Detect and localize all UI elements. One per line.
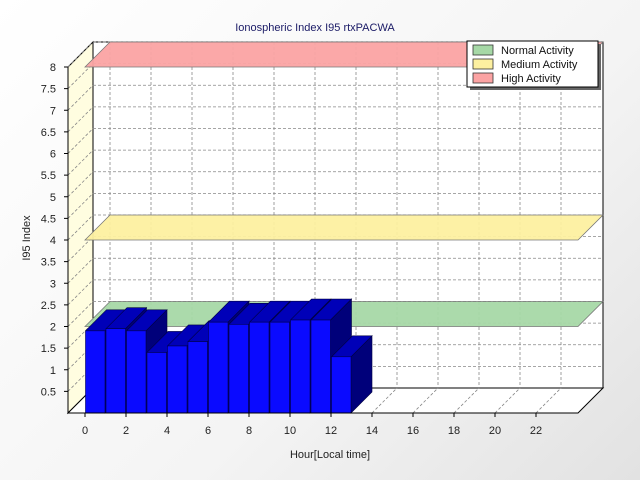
bar xyxy=(249,321,270,414)
y-tick-label: 6.5 xyxy=(41,127,56,139)
legend-swatch xyxy=(472,58,494,70)
bar xyxy=(146,352,167,414)
x-gridline-floor xyxy=(412,387,439,414)
x-tick-label: 6 xyxy=(205,425,211,437)
y-tick-label: 7.5 xyxy=(41,84,56,96)
bar xyxy=(228,324,249,414)
y-tick-label: 5 xyxy=(50,192,56,204)
bar xyxy=(310,319,331,414)
x-gridline-floor xyxy=(494,387,521,414)
bar xyxy=(290,319,311,414)
y-gridline-side xyxy=(67,149,94,176)
y-tick-label: 2 xyxy=(50,322,56,334)
y-gridline-side xyxy=(67,322,94,349)
x-axis-label: Hour[Local time] xyxy=(290,449,370,461)
y-gridline-side xyxy=(67,193,94,219)
y-gridline-side xyxy=(67,344,94,371)
y-axis-label: I95 Index xyxy=(21,215,33,261)
bar xyxy=(126,330,147,414)
legend-entry: Normal Activity xyxy=(501,45,574,57)
x-tick-label: 16 xyxy=(407,425,419,437)
y-tick-label: 6 xyxy=(50,149,56,161)
y-gridline-side xyxy=(67,171,94,198)
y-tick-label: 8 xyxy=(50,62,56,74)
bar xyxy=(208,321,229,414)
bar xyxy=(85,330,106,414)
x-tick-label: 8 xyxy=(246,425,252,437)
legend: Normal Activity Medium Activity High Activ… xyxy=(466,40,601,90)
bar xyxy=(269,321,290,414)
legend-entry: High Activity xyxy=(501,73,561,85)
legend-entry: Medium Activity xyxy=(501,59,578,71)
y-gridline-side xyxy=(67,41,94,68)
y-tick-label: 3 xyxy=(50,278,56,290)
x-tick-label: 0 xyxy=(82,425,88,437)
bar xyxy=(187,341,208,414)
x-tick-label: 4 xyxy=(164,425,170,437)
bar xyxy=(331,356,352,414)
y-gridline-side xyxy=(67,106,94,133)
y-tick-label: 4 xyxy=(50,235,56,247)
y-tick-label: 1.5 xyxy=(41,343,56,355)
y-tick-label: 0.5 xyxy=(41,386,56,398)
y-gridline-side xyxy=(67,63,94,89)
activity-band xyxy=(84,214,604,241)
y-gridline-side xyxy=(67,236,94,262)
x-tick-label: 10 xyxy=(284,425,296,437)
legend-swatch xyxy=(472,72,494,84)
y-tick-label: 2.5 xyxy=(41,300,56,312)
y-gridline-side xyxy=(67,366,94,392)
x-tick-label: 20 xyxy=(489,425,501,437)
bar xyxy=(167,345,188,414)
y-tick-label: 4.5 xyxy=(41,213,56,225)
y-gridline-side xyxy=(67,214,94,241)
x-tick-label: 12 xyxy=(325,425,337,437)
legend-swatch xyxy=(472,44,494,56)
x-gridline-floor xyxy=(453,387,480,414)
y-gridline-side xyxy=(67,257,94,284)
y-tick-label: 1 xyxy=(50,365,56,377)
x-gridline-floor xyxy=(535,387,562,414)
chart-title: Ionospheric Index I95 rtxPACWA xyxy=(235,22,395,34)
y-gridline-side xyxy=(67,84,94,111)
x-tick-label: 14 xyxy=(366,425,378,437)
x-tick-label: 18 xyxy=(448,425,460,437)
y-gridline-side xyxy=(67,279,94,306)
y-tick-label: 7 xyxy=(50,105,56,117)
y-gridline-side xyxy=(67,128,94,154)
x-tick-label: 2 xyxy=(123,425,129,437)
y-gridline-side xyxy=(67,301,94,327)
x-gridline-floor xyxy=(371,387,398,414)
y-tick-label: 3.5 xyxy=(41,257,56,269)
bar xyxy=(105,328,126,414)
y-tick-label: 5.5 xyxy=(41,170,56,182)
x-tick-label: 22 xyxy=(530,425,542,437)
